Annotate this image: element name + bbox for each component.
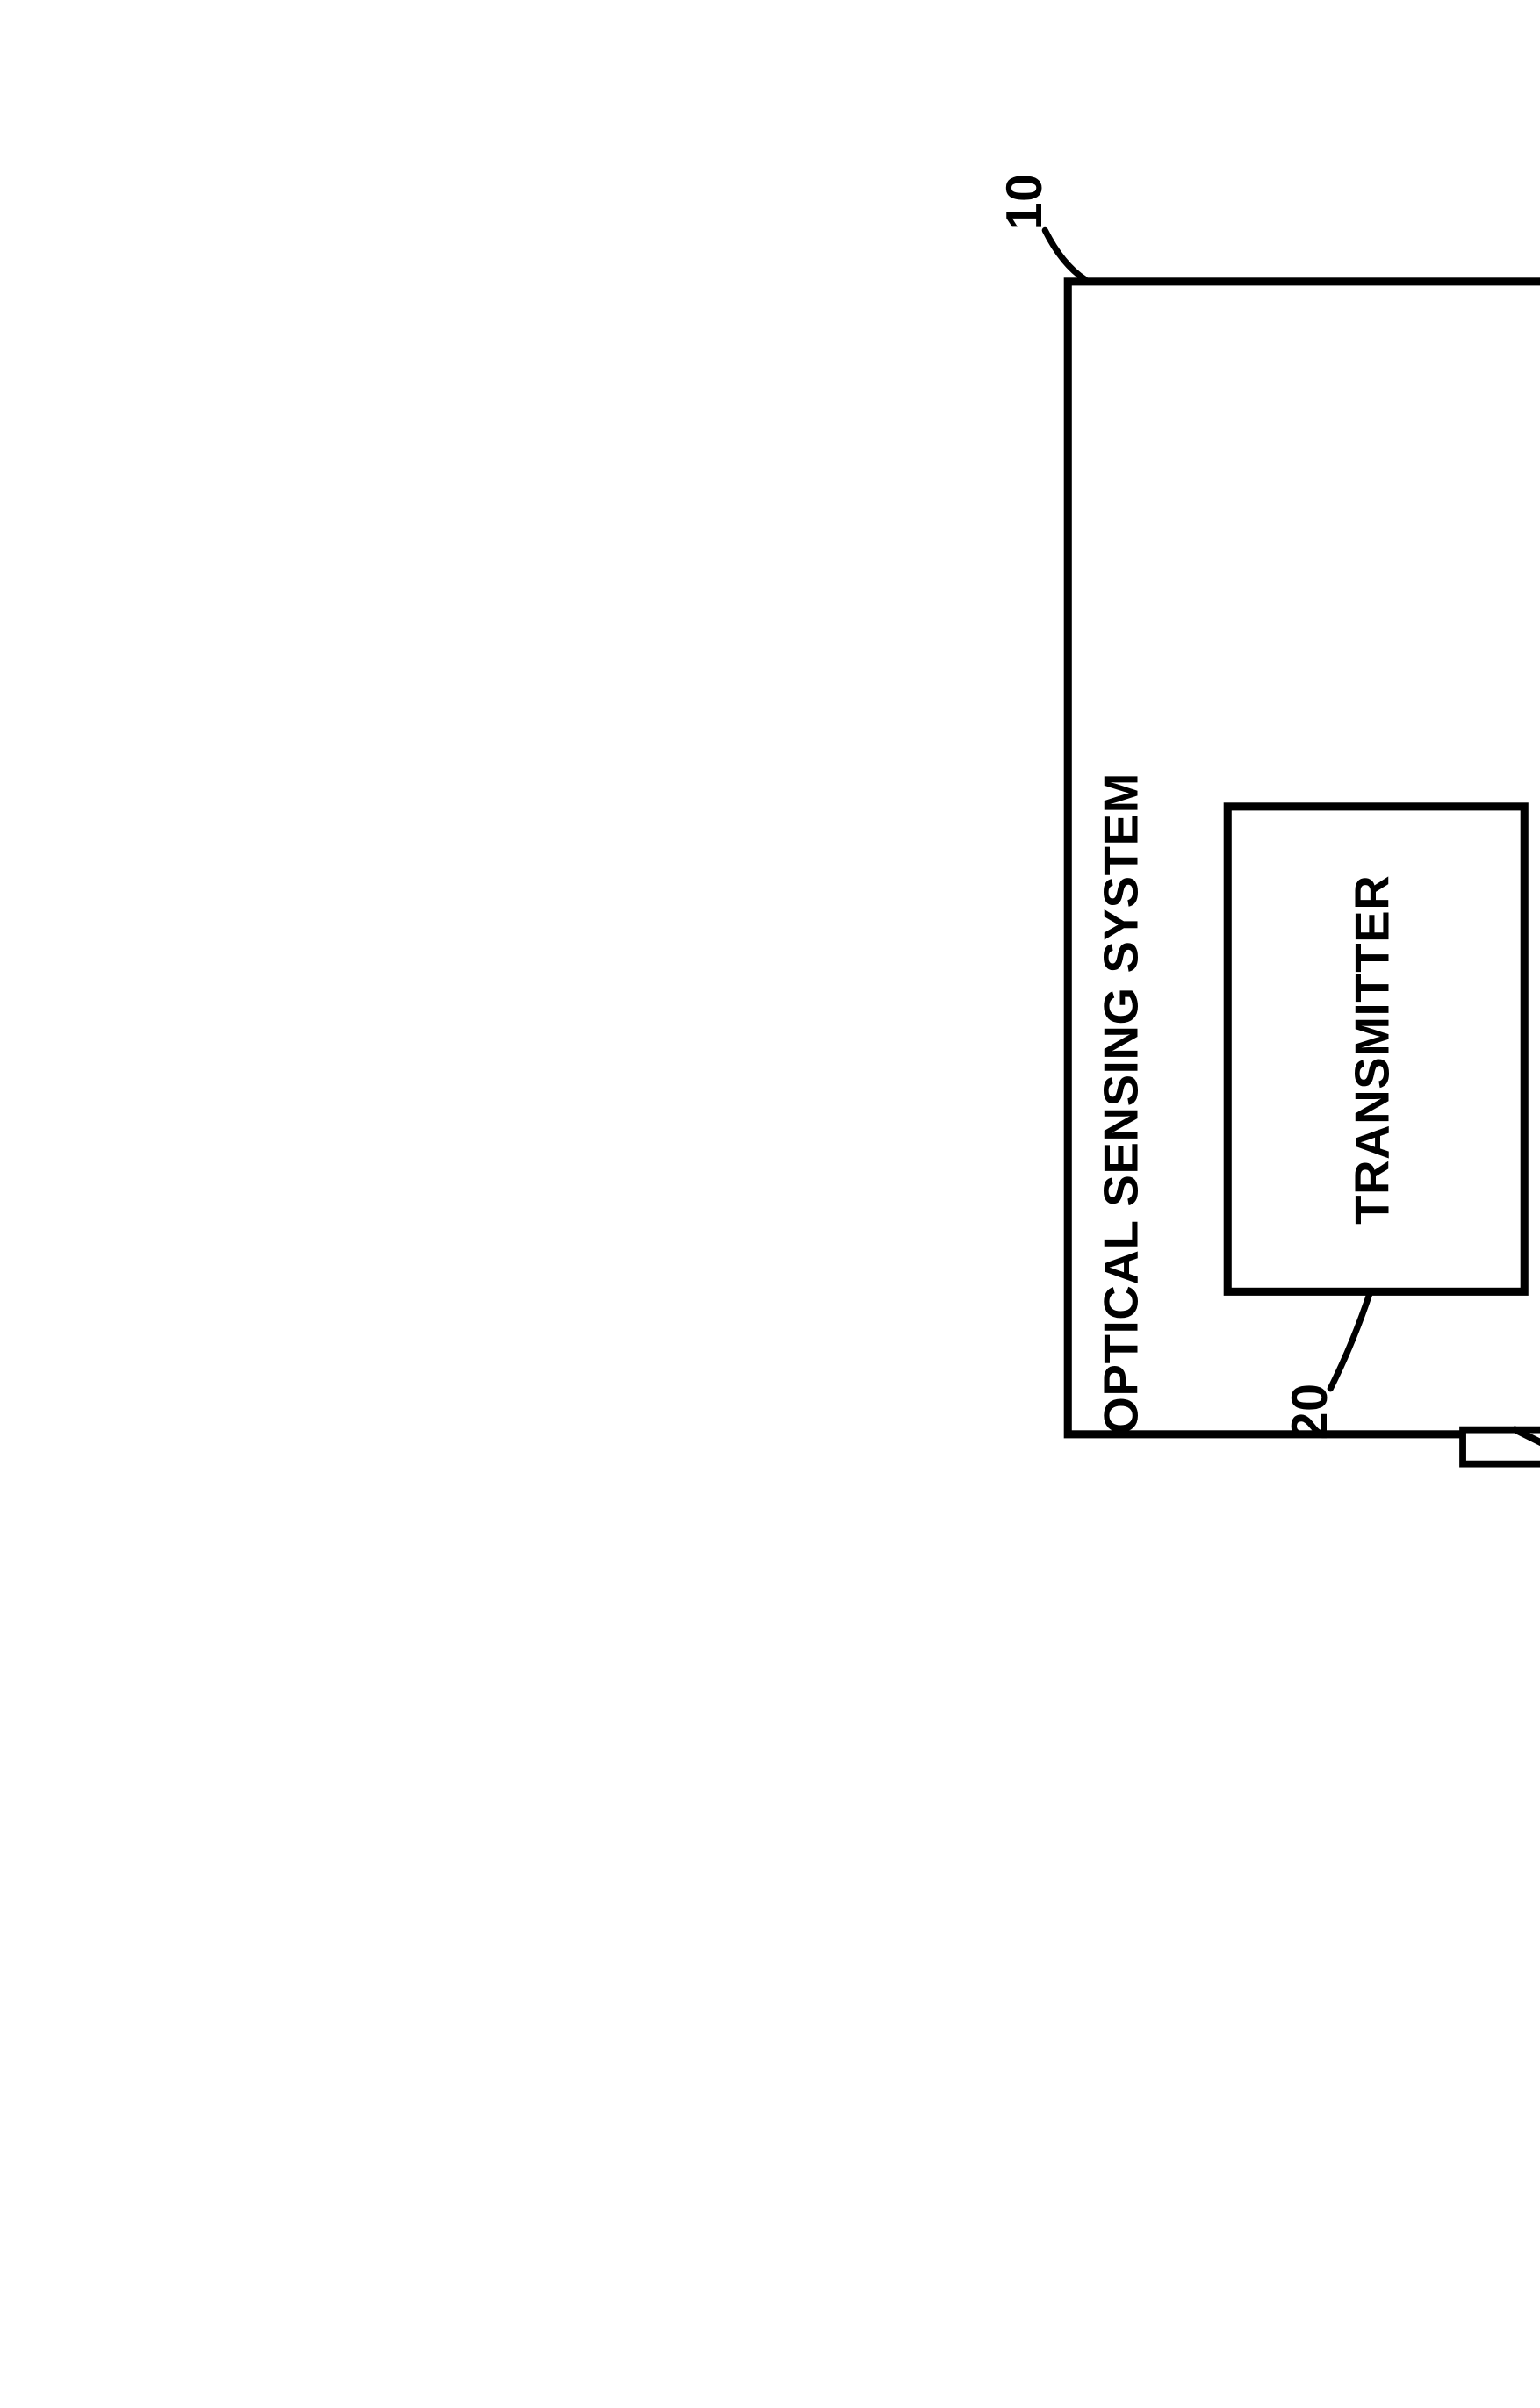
ref-20-number: 20 xyxy=(1282,1383,1338,1440)
ref-20-leader xyxy=(1330,1291,1371,1389)
optical-sensing-system-label: OPTICAL SENSING SYSTEM xyxy=(1095,773,1148,1434)
transmitter-label: TRANSMITTER xyxy=(1346,875,1400,1225)
ref-10-leader xyxy=(1045,230,1085,279)
tx-to-target-arrow xyxy=(1513,1428,1540,1851)
ref-10-number: 10 xyxy=(997,173,1053,230)
